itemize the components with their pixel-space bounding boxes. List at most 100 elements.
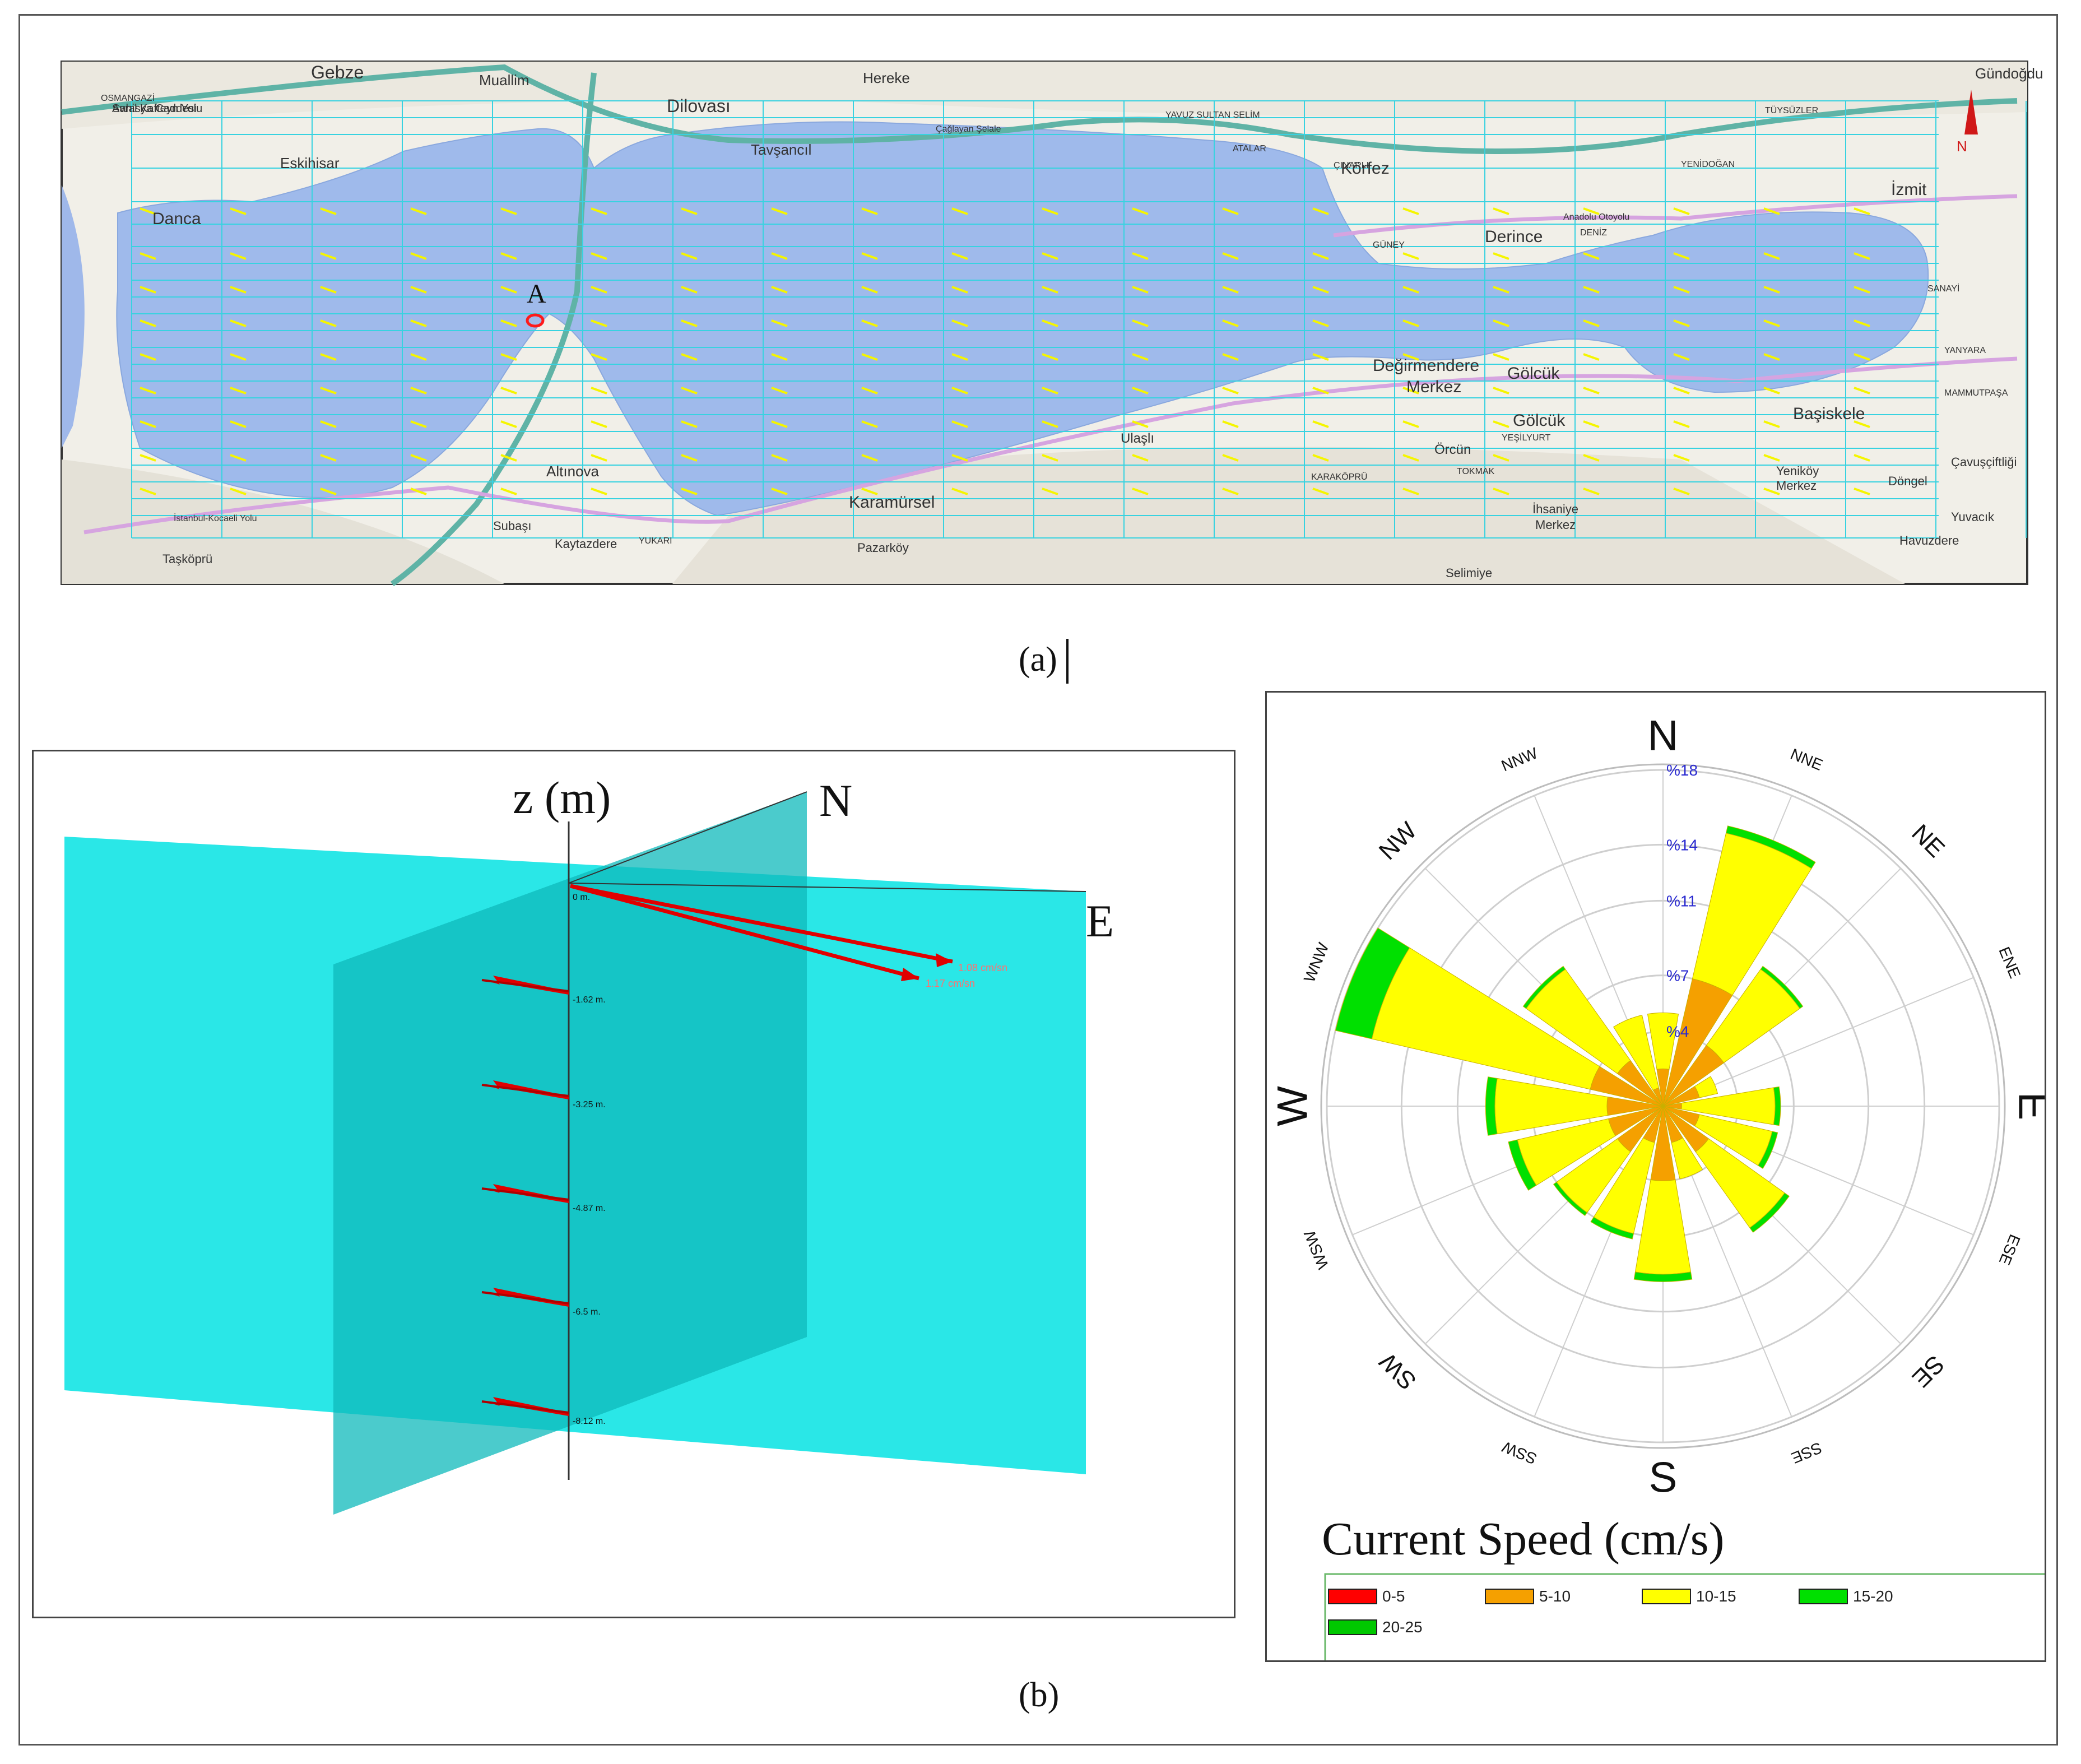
current-arrow xyxy=(1673,353,1690,361)
current-arrow xyxy=(320,286,337,294)
legend-swatch xyxy=(1328,1589,1377,1604)
current-arrow xyxy=(1222,286,1239,294)
legend-label: 20-25 xyxy=(1382,1618,1423,1636)
current-arrow xyxy=(500,353,517,361)
current-arrow xyxy=(1312,252,1329,260)
current-arrow xyxy=(410,207,427,215)
place-label: Muallim xyxy=(479,72,529,89)
place-label: Çağlayan Şelale xyxy=(936,124,1001,134)
rose-petal-E xyxy=(1773,1086,1781,1126)
direction-label-SE: SE xyxy=(1907,1350,1949,1392)
place-label: İzmit xyxy=(1891,180,1927,199)
rose-petal-NE xyxy=(1760,965,1804,1009)
current-arrow xyxy=(951,454,968,462)
current-arrow xyxy=(1042,454,1058,462)
current-arrow xyxy=(500,420,517,428)
place-label: Dilovası xyxy=(667,96,731,116)
current-arrow xyxy=(1493,387,1509,394)
current-arrow xyxy=(1854,454,1870,462)
current-arrow xyxy=(1222,319,1239,327)
rose-petal-WSW xyxy=(1508,1139,1537,1191)
place-label: YAVUZ SULTAN SELİM xyxy=(1165,109,1260,120)
current-arrow xyxy=(1854,353,1870,361)
current-arrow xyxy=(1132,286,1149,294)
caption-a: (a) xyxy=(1019,640,1057,679)
current-arrow xyxy=(410,387,427,394)
current-arrow xyxy=(1222,252,1239,260)
place-label: Gündoğdu xyxy=(1975,65,2043,82)
current-arrow xyxy=(591,387,607,394)
current-arrow xyxy=(1402,252,1419,260)
current-arrow xyxy=(1763,454,1780,462)
current-arrow xyxy=(951,387,968,394)
current-arrow xyxy=(1854,420,1870,428)
speed-label: 1.08 cm/sn xyxy=(958,962,1007,973)
current-arrow xyxy=(320,207,337,215)
current-arrow xyxy=(1583,488,1600,495)
place-label: Çavuşçiftliği xyxy=(1951,455,2017,469)
current-arrow xyxy=(681,387,698,394)
place-label: Derince xyxy=(1485,228,1543,246)
current-arrow xyxy=(771,353,788,361)
n-axis xyxy=(568,791,807,884)
current-arrow xyxy=(1132,488,1149,495)
current-arrow xyxy=(951,286,968,294)
current-arrow xyxy=(591,207,607,215)
current-arrow xyxy=(951,252,968,260)
place-label: Hereke xyxy=(863,69,910,86)
current-arrow xyxy=(681,488,698,495)
current-arrow xyxy=(1312,319,1329,327)
current-arrow xyxy=(410,286,427,294)
current-arrow xyxy=(1763,420,1780,428)
current-arrow xyxy=(591,420,607,428)
current-arrow xyxy=(140,420,156,428)
legend-label: 5-10 xyxy=(1539,1587,1571,1605)
terrain xyxy=(62,459,504,584)
rose-petal-NW xyxy=(1522,965,1566,1009)
current-arrow xyxy=(1222,353,1239,361)
place-label: Tavşancıl xyxy=(751,141,811,158)
current-arrow xyxy=(591,319,607,327)
sea-west xyxy=(62,185,85,448)
current-arrow xyxy=(771,387,788,394)
place-label: Başiskele xyxy=(1793,405,1865,423)
place-label: Havuzdere xyxy=(1899,533,1959,547)
place-label: Danca xyxy=(152,210,201,228)
place-label: Merkez xyxy=(1535,518,1576,532)
place-label: Merkez xyxy=(1406,378,1461,396)
rose-petal-ESE xyxy=(1757,1131,1778,1169)
current-arrow xyxy=(951,420,968,428)
current-arrow xyxy=(1763,319,1780,327)
current-arrow xyxy=(951,207,968,215)
current-arrow xyxy=(320,252,337,260)
current-arrow xyxy=(1583,286,1600,294)
north-south-plane xyxy=(333,792,807,1515)
current-arrow xyxy=(861,286,878,294)
depth-label: 0 m. xyxy=(573,893,590,902)
place-label: Ulaşlı xyxy=(1121,431,1154,446)
current-arrow xyxy=(140,353,156,361)
current-arrow xyxy=(1042,252,1058,260)
n-axis-label: N xyxy=(819,775,852,826)
current-arrow xyxy=(140,252,156,260)
place-label: Döngel xyxy=(1888,474,1927,488)
current-arrow xyxy=(1042,319,1058,327)
current-arrow xyxy=(320,387,337,394)
current-arrow xyxy=(681,252,698,260)
direction-label-N: N xyxy=(1648,712,1679,760)
surface-vector-head xyxy=(936,953,953,967)
direction-label-NNW: NNW xyxy=(1499,744,1540,774)
current-arrow xyxy=(1312,488,1329,495)
gulf-water xyxy=(116,121,1929,517)
current-arrow xyxy=(1493,454,1509,462)
current-arrow xyxy=(591,353,607,361)
current-arrow xyxy=(1312,420,1329,428)
place-label: Gölcük xyxy=(1507,364,1560,383)
current-arrow xyxy=(1854,319,1870,327)
speed-label: 1.17 cm/sn xyxy=(926,978,975,989)
current-arrow xyxy=(861,454,878,462)
place-label: SANAYİ xyxy=(1927,283,1960,294)
rose-petal-SE xyxy=(1749,1192,1790,1233)
place-label: Sahil Kafteyn Yolu xyxy=(112,103,202,115)
terrain xyxy=(62,62,2027,129)
